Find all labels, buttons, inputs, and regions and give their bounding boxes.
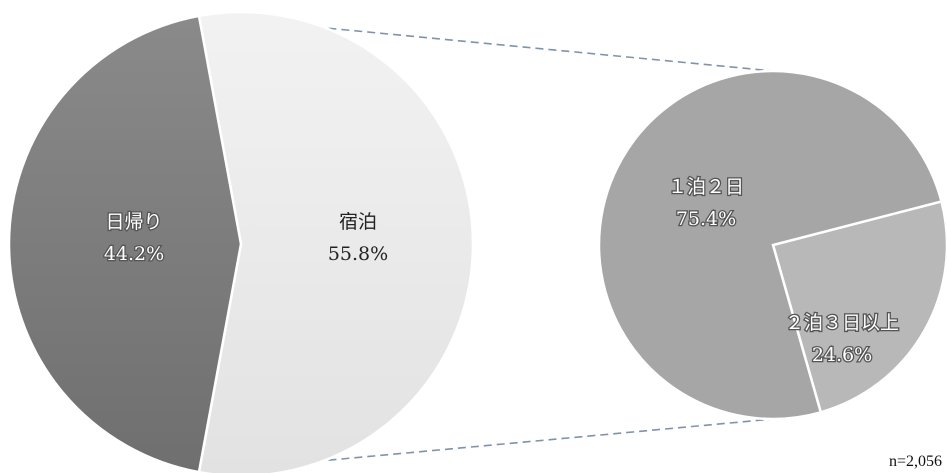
slice-day-trip: [7, 14, 243, 473]
slice-two-nights-plus: [771, 199, 947, 414]
slice-overnight: [197, 10, 475, 473]
label-overnight-value: 55.8%: [328, 243, 388, 265]
label-one-night-name: １泊２日: [668, 176, 744, 198]
slice-one-night: [597, 69, 943, 421]
label-day-trip-name: 日帰り: [105, 211, 162, 233]
breakdown-pie: １泊２日 75.4% ２泊３日以上 24.6%: [597, 69, 947, 421]
label-two-nights-plus-value: 24.6%: [812, 344, 872, 366]
sample-size-note: n=2,056: [889, 453, 942, 470]
label-overnight-name: 宿泊: [339, 211, 377, 233]
label-one-night-value: 75.4%: [676, 208, 736, 230]
main-pie: 宿泊 55.8% 日帰り 44.2%: [7, 10, 475, 473]
label-two-nights-plus-name: ２泊３日以上: [785, 312, 899, 334]
label-day-trip-value: 44.2%: [104, 243, 164, 265]
